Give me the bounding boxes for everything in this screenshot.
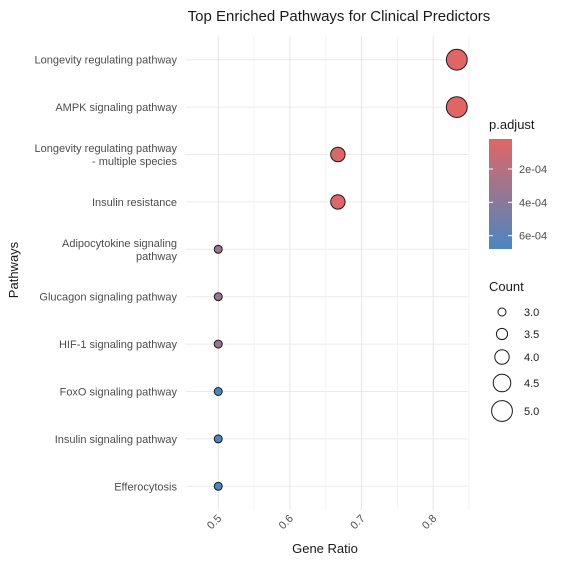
pathway-label: Efferocytosis	[114, 481, 177, 493]
chart-title: Top Enriched Pathways for Clinical Predi…	[188, 8, 491, 25]
y-axis-tick-labels: Longevity regulating pathway AMPK signali…	[35, 55, 178, 494]
size-legend-label: 4.0	[524, 352, 539, 364]
data-point	[445, 96, 468, 118]
grid-lines	[186, 36, 470, 510]
size-legend-circle	[491, 400, 513, 422]
size-legend: Count 3.0 3.5 4.0 4.5 5.0	[489, 279, 539, 422]
pathway-label: AMPK signaling pathway	[55, 102, 177, 114]
data-point	[213, 292, 223, 302]
size-legend-label: 5.0	[524, 406, 539, 418]
x-axis-tick-labels: 0.5 0.6 0.7 0.8	[205, 513, 439, 532]
data-point	[330, 146, 346, 163]
pathway-label: Insulin resistance	[92, 197, 177, 209]
data-point	[330, 194, 346, 210]
pathway-label: Longevity regulating pathway	[35, 55, 178, 67]
color-legend: p.adjust 2e-04 4e-04 6e-04	[489, 117, 547, 249]
color-legend-tick-label: 2e-04	[519, 164, 547, 176]
size-legend-label: 3.5	[524, 329, 539, 341]
color-legend-bar	[489, 139, 512, 249]
x-axis-label: Gene Ratio	[292, 541, 358, 556]
data-points	[213, 48, 468, 491]
data-point	[213, 244, 223, 254]
size-legend-circle	[497, 307, 507, 317]
pathway-label: Glucagon signaling pathway	[39, 292, 177, 304]
color-legend-title: p.adjust	[489, 117, 535, 132]
data-point	[445, 48, 468, 71]
data-point	[213, 481, 223, 491]
x-tick-label: 0.7	[348, 513, 367, 532]
data-point	[213, 339, 223, 349]
pathway-label: Adipocytokine signaling pathway	[62, 238, 177, 263]
size-legend-circle	[492, 373, 512, 393]
y-axis-label: Pathways	[6, 241, 21, 298]
data-point	[213, 434, 223, 444]
color-legend-tick-label: 6e-04	[519, 231, 547, 243]
size-legend-circle	[494, 349, 510, 365]
color-legend-ticks: 2e-04 4e-04 6e-04	[489, 164, 547, 243]
x-tick-label: 0.8	[420, 513, 439, 532]
size-legend-circle	[495, 327, 509, 341]
data-point	[213, 387, 223, 396]
pathway-label: Insulin signaling pathway	[55, 434, 178, 446]
x-tick-label: 0.6	[277, 513, 296, 532]
size-legend-label: 4.5	[524, 378, 539, 390]
x-tick-label: 0.5	[205, 513, 224, 532]
pathway-label: FoxO signaling pathway	[60, 387, 178, 399]
size-legend-items: 3.0 3.5 4.0 4.5 5.0	[491, 307, 539, 422]
size-legend-label: 3.0	[524, 307, 539, 319]
pathway-label: HIF-1 signaling pathway	[59, 339, 178, 351]
color-legend-tick-label: 4e-04	[519, 197, 547, 209]
size-legend-title: Count	[489, 279, 524, 294]
pathway-label: Longevity regulating pathway - multiple s…	[35, 143, 178, 168]
